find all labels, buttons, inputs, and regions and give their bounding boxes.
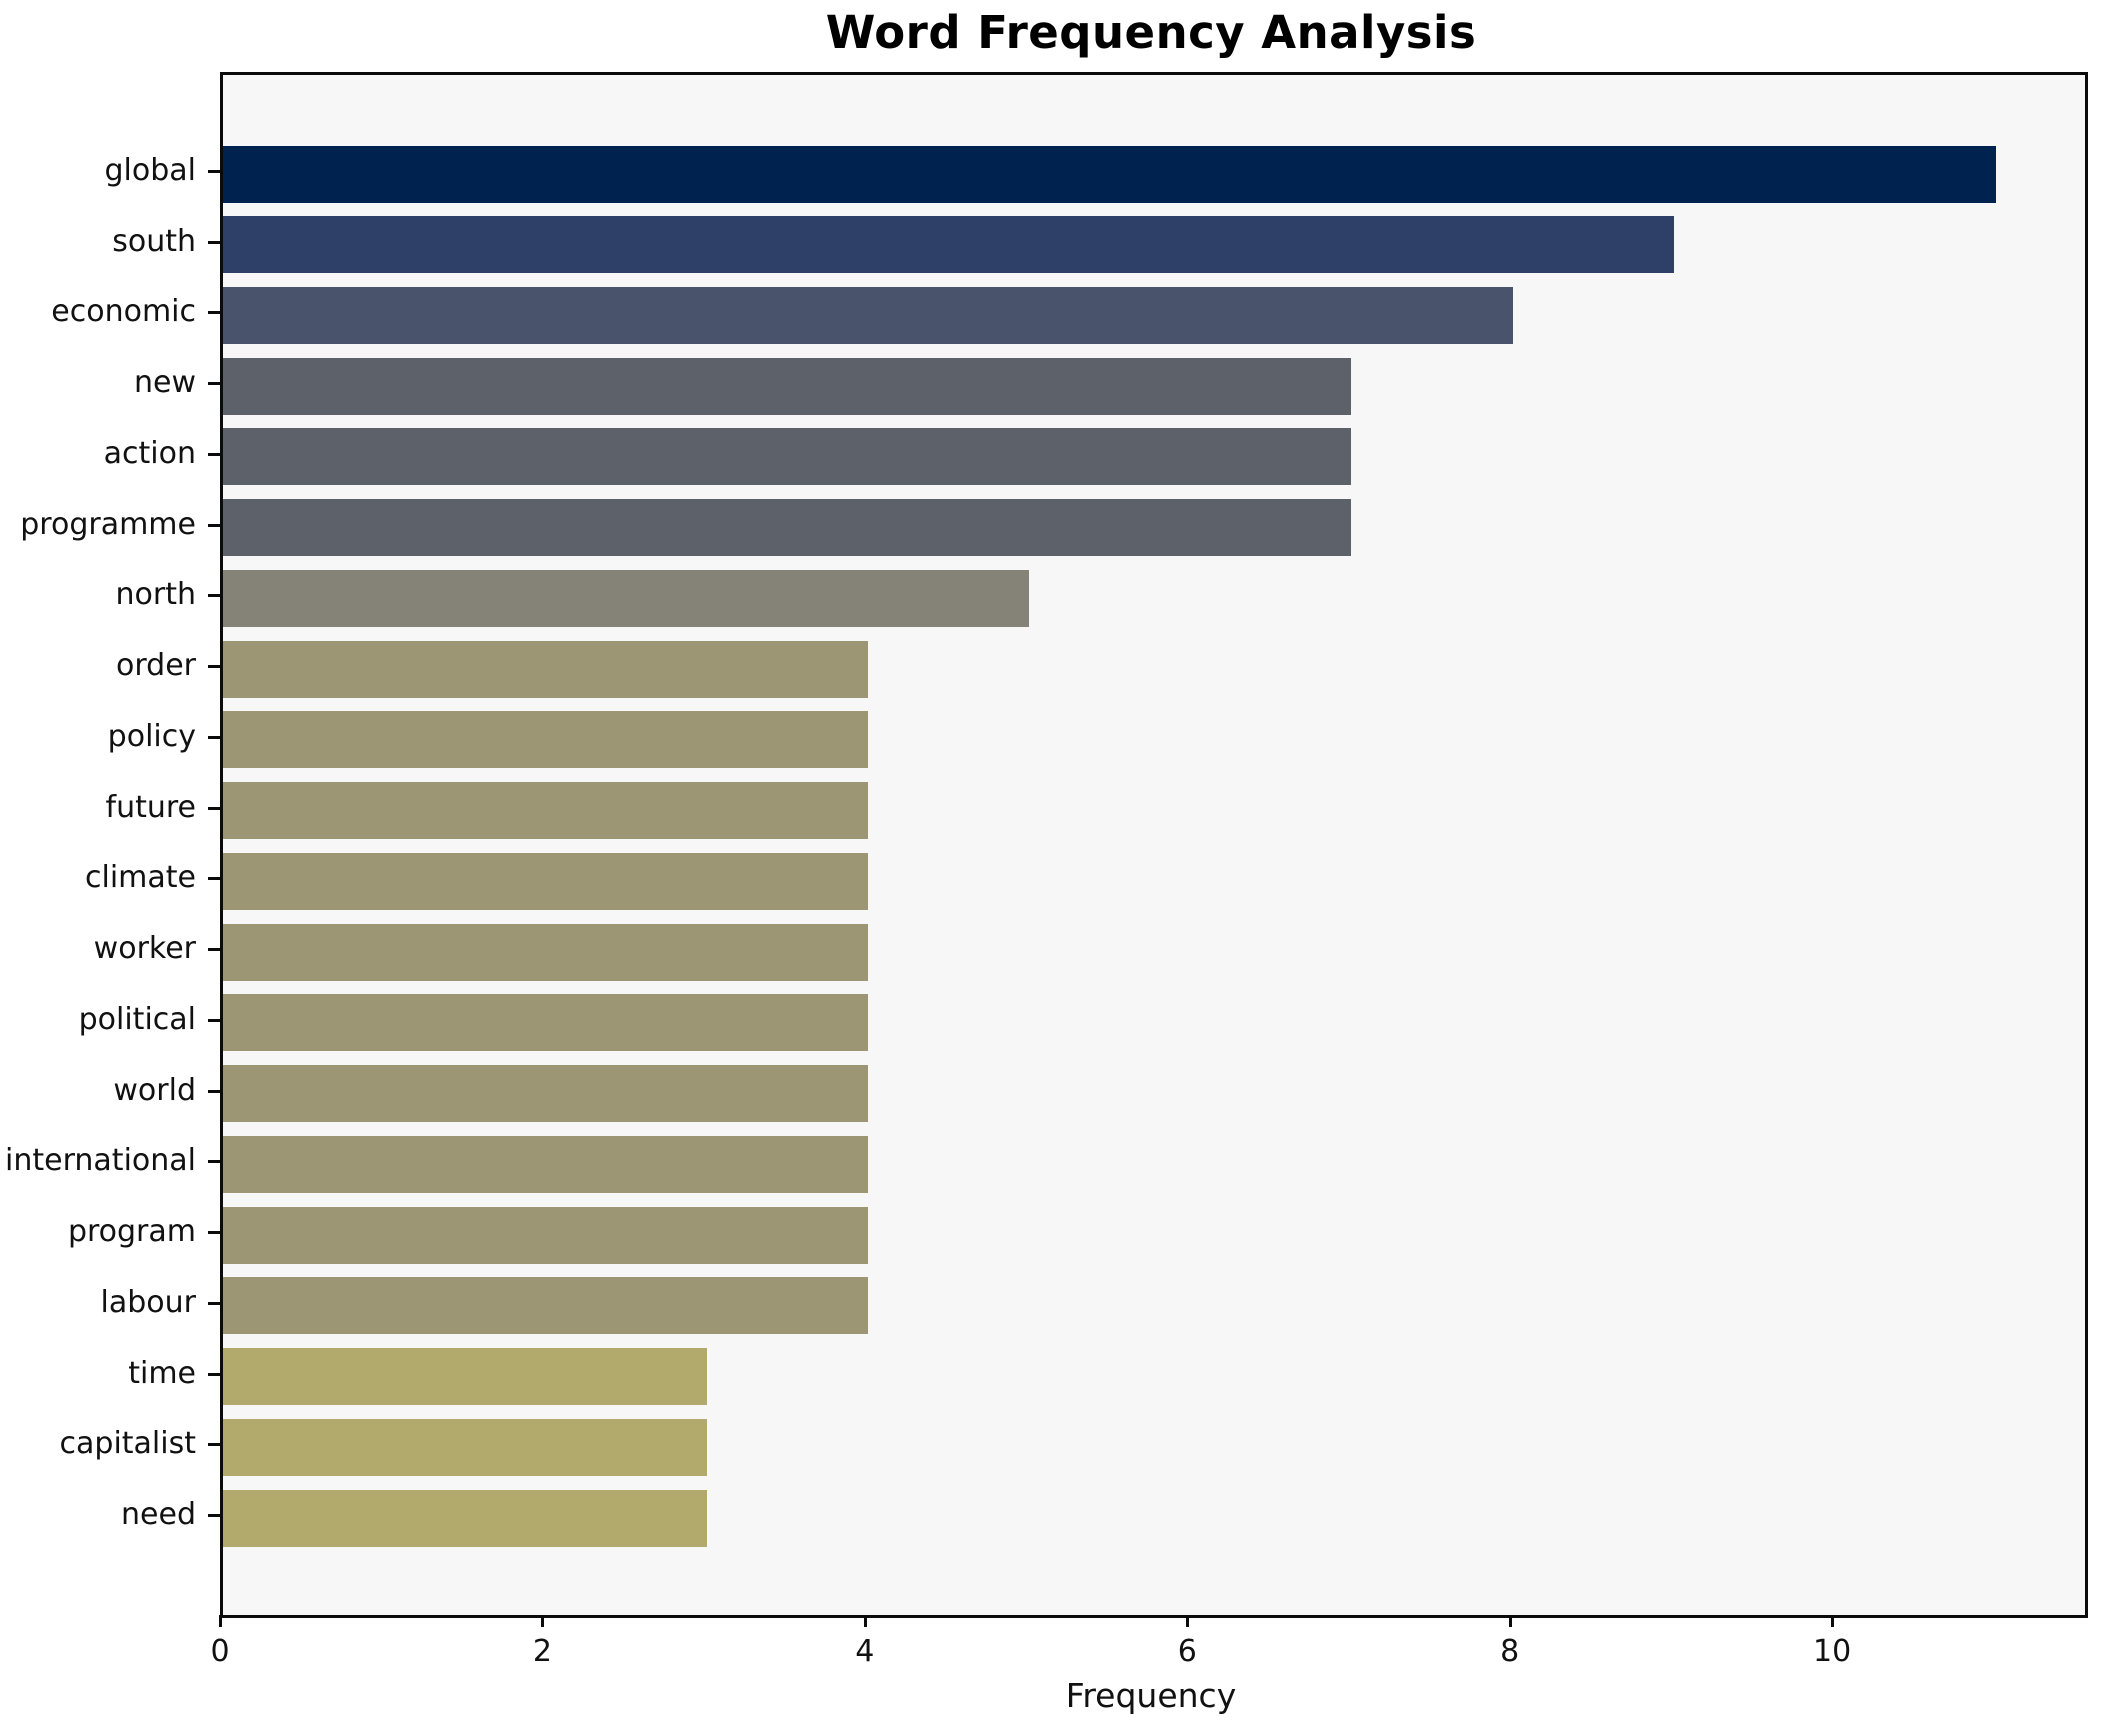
y-tick-label: future [105, 789, 196, 825]
y-tick-mark [208, 1231, 220, 1235]
bar-south [223, 216, 1674, 274]
chart-title: Word Frequency Analysis [825, 6, 1477, 59]
x-tick-label: 10 [1813, 1634, 1852, 1669]
bar-political [223, 994, 868, 1052]
bar-program [223, 1206, 868, 1264]
y-tick-label: new [133, 365, 196, 401]
y-tick-mark [208, 170, 220, 173]
x-tick-label: 0 [210, 1634, 230, 1669]
y-tick-label: economic [51, 294, 196, 330]
x-axis-label: Frequency [1065, 1676, 1237, 1715]
bar-future [223, 782, 868, 840]
y-tick-mark [208, 1301, 220, 1305]
bar-order [223, 640, 868, 698]
x-tick-label: 8 [1500, 1634, 1520, 1669]
y-tick-label: climate [85, 860, 196, 896]
y-tick-mark [208, 594, 220, 598]
bar-world [223, 1065, 868, 1123]
bar-programme [223, 499, 1352, 557]
y-tick-label: capitalist [59, 1426, 196, 1462]
y-tick-mark [208, 1514, 220, 1518]
x-tick-mark [863, 1615, 867, 1627]
bar-policy [223, 711, 868, 769]
y-tick-mark [208, 948, 220, 952]
x-tick-mark [541, 1615, 545, 1627]
y-tick-label: labour [100, 1284, 196, 1320]
y-tick-label: global [104, 153, 197, 188]
x-tick-label: 4 [855, 1634, 875, 1669]
y-tick-mark [208, 806, 220, 810]
y-tick-mark [208, 523, 220, 527]
y-tick-label: international [5, 1143, 196, 1179]
bar-new [223, 357, 1352, 415]
x-tick-mark [1831, 1615, 1835, 1627]
x-tick-mark [1186, 1615, 1190, 1627]
y-tick-mark [208, 665, 220, 669]
plot-area [220, 72, 2088, 1618]
x-tick-label: 6 [1177, 1634, 1197, 1669]
y-tick-label: policy [107, 718, 196, 754]
y-tick-mark [208, 240, 220, 244]
y-tick-mark [208, 382, 220, 386]
bar-climate [223, 852, 868, 910]
y-tick-mark [208, 1443, 220, 1447]
bar-international [223, 1135, 868, 1193]
y-tick-mark [208, 735, 220, 739]
x-tick-mark [219, 1615, 222, 1627]
bar-action [223, 428, 1352, 486]
x-tick-label: 2 [532, 1634, 552, 1669]
y-tick-mark [208, 1372, 220, 1376]
y-tick-label: programme [20, 506, 196, 542]
x-tick-mark [1508, 1615, 1512, 1627]
bar-worker [223, 923, 868, 981]
y-tick-label: need [121, 1497, 196, 1533]
y-tick-mark [208, 1089, 220, 1093]
y-tick-label: south [112, 223, 196, 259]
y-tick-label: time [128, 1355, 196, 1391]
y-tick-mark [208, 877, 220, 881]
y-tick-label: worker [93, 931, 196, 967]
y-tick-label: action [103, 435, 196, 471]
bar-economic [223, 286, 1513, 344]
bar-north [223, 569, 1030, 627]
bar-time [223, 1348, 707, 1406]
y-tick-label: north [115, 577, 196, 613]
bar-labour [223, 1277, 868, 1335]
bar-global [223, 145, 1997, 203]
bar-need [223, 1489, 707, 1547]
y-tick-mark [208, 1160, 220, 1164]
y-tick-mark [208, 311, 220, 315]
y-tick-label: order [116, 648, 196, 684]
y-tick-label: program [67, 1214, 196, 1250]
y-tick-label: political [78, 1001, 196, 1037]
bar-capitalist [223, 1418, 707, 1476]
y-tick-label: world [113, 1072, 196, 1108]
y-tick-mark [208, 452, 220, 456]
y-tick-mark [208, 1018, 220, 1022]
